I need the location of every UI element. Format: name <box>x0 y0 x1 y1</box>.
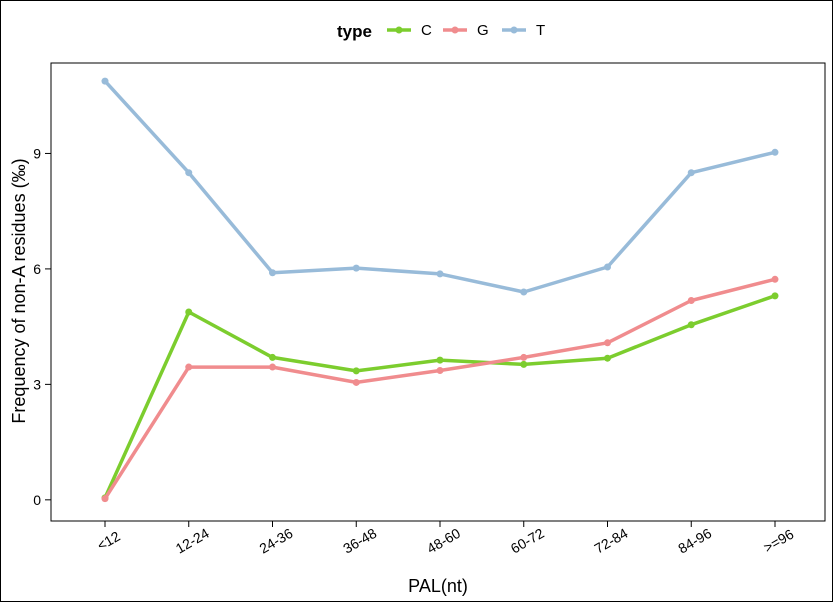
data-point-G <box>687 296 695 304</box>
y-tick-label: 9 <box>33 145 41 161</box>
data-point-C <box>687 321 695 329</box>
x-tick-label: 48-60 <box>424 525 463 557</box>
series-G <box>101 275 779 503</box>
data-point-T <box>269 269 276 277</box>
series-layer <box>101 77 779 503</box>
data-point-T <box>520 288 528 296</box>
legend-entry-G: G <box>443 22 489 39</box>
y-axis-title: Frequency of non-A residues (‰) <box>9 158 29 423</box>
series-line-T <box>103 79 777 294</box>
data-point-T <box>687 169 695 177</box>
data-point-G <box>436 367 444 375</box>
data-point-C <box>352 367 360 375</box>
legend-label: T <box>536 22 545 39</box>
legend-title: type <box>337 22 372 41</box>
series-line-G <box>103 277 777 501</box>
data-point-G <box>269 363 276 371</box>
data-point-G <box>352 378 360 386</box>
data-point-T <box>352 264 360 272</box>
data-point-C <box>604 354 611 362</box>
y-axis: 0 3 6 9 <box>33 145 51 508</box>
data-point-G <box>604 339 611 347</box>
x-tick-label: 36-48 <box>340 525 379 557</box>
data-point-C <box>269 353 276 361</box>
data-point-G <box>520 353 528 361</box>
x-tick-label: >=96 <box>761 526 797 556</box>
legend-entry-C: C <box>387 22 432 39</box>
legend-entry-T: T <box>502 22 545 39</box>
y-tick-label: 6 <box>33 261 41 277</box>
series-line-C <box>103 294 777 500</box>
legend: type C G T <box>337 22 545 41</box>
series-T <box>101 77 779 296</box>
legend-key-point <box>510 26 518 34</box>
data-point-C <box>771 292 779 300</box>
data-point-C <box>436 356 444 364</box>
data-point-C <box>185 308 193 316</box>
x-tick-label: <12 <box>94 528 123 554</box>
x-tick-label: 60-72 <box>508 525 547 557</box>
x-tick-label: 72-84 <box>591 525 630 557</box>
x-tick-label: 12-24 <box>173 525 212 557</box>
data-point-G <box>185 363 193 371</box>
legend-key-point <box>451 26 459 34</box>
y-tick-label: 3 <box>33 376 41 392</box>
data-point-T <box>101 77 109 85</box>
series-C <box>101 292 779 502</box>
plot-panel <box>50 62 826 522</box>
data-point-T <box>604 263 611 271</box>
data-point-T <box>185 169 193 177</box>
data-point-G <box>101 495 109 503</box>
legend-label: G <box>477 22 489 39</box>
data-point-G <box>771 275 779 283</box>
y-tick-label: 0 <box>33 492 41 508</box>
x-tick-label: 24-36 <box>256 525 295 557</box>
data-point-C <box>520 360 528 368</box>
x-axis-title: PAL(nt) <box>408 576 468 596</box>
data-point-T <box>436 270 444 278</box>
legend-key-point <box>395 26 403 34</box>
legend-label: C <box>421 22 432 39</box>
x-tick-label: 84-96 <box>675 525 714 557</box>
x-axis: <12 12-24 24-36 36-48 48-60 60-72 72-84 84-96 >=… <box>94 521 797 557</box>
data-point-T <box>771 148 779 156</box>
